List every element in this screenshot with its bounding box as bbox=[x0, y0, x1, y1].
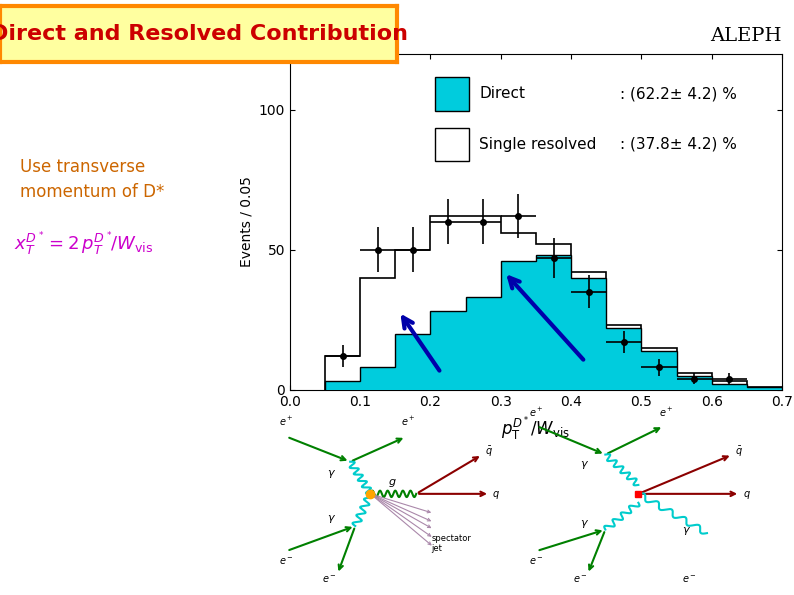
Text: $\gamma$: $\gamma$ bbox=[327, 468, 337, 480]
Text: $e^-$: $e^-$ bbox=[322, 574, 337, 585]
Text: $\bar{q}$: $\bar{q}$ bbox=[485, 444, 492, 459]
X-axis label: $p_{\rm T}^{D^*}/W_{\rm vis}$: $p_{\rm T}^{D^*}/W_{\rm vis}$ bbox=[502, 414, 570, 443]
Text: $x_{T}^{D^*} = 2\,p_{T}^{D^*}\!/ W_{\rm vis}$: $x_{T}^{D^*} = 2\,p_{T}^{D^*}\!/ W_{\rm … bbox=[14, 229, 153, 258]
Text: $\gamma$: $\gamma$ bbox=[580, 518, 589, 530]
Text: $g$: $g$ bbox=[388, 477, 397, 489]
Text: $e^-$: $e^-$ bbox=[572, 574, 588, 585]
Text: $\gamma$: $\gamma$ bbox=[681, 525, 691, 537]
Text: : (37.8± 4.2) %: : (37.8± 4.2) % bbox=[619, 137, 737, 152]
FancyBboxPatch shape bbox=[435, 77, 469, 111]
Y-axis label: Events / 0.05: Events / 0.05 bbox=[239, 176, 253, 267]
Text: $e^-$: $e^-$ bbox=[682, 574, 696, 585]
Text: Direct and Resolved Contribution: Direct and Resolved Contribution bbox=[0, 24, 407, 44]
Text: spectator
jet: spectator jet bbox=[431, 534, 472, 553]
Text: ALEPH: ALEPH bbox=[711, 27, 782, 45]
Text: $\gamma$: $\gamma$ bbox=[580, 459, 589, 471]
Text: $e^+$: $e^+$ bbox=[401, 415, 415, 428]
Text: Single resolved: Single resolved bbox=[480, 137, 597, 152]
Text: Use transverse
momentum of D*: Use transverse momentum of D* bbox=[20, 158, 164, 201]
Text: $\gamma$: $\gamma$ bbox=[327, 513, 337, 525]
Text: $e^+$: $e^+$ bbox=[529, 406, 544, 419]
Text: : (62.2± 4.2) %: : (62.2± 4.2) % bbox=[619, 86, 737, 101]
Text: $\bar{q}$: $\bar{q}$ bbox=[735, 444, 742, 459]
Text: $e^+$: $e^+$ bbox=[279, 415, 294, 428]
FancyBboxPatch shape bbox=[435, 127, 469, 161]
Text: $e^-$: $e^-$ bbox=[529, 556, 544, 567]
Text: $q$: $q$ bbox=[492, 490, 500, 502]
Text: $q$: $q$ bbox=[742, 490, 750, 502]
Text: Direct: Direct bbox=[480, 86, 526, 101]
Text: $e^+$: $e^+$ bbox=[659, 406, 673, 419]
Text: $e^-$: $e^-$ bbox=[279, 556, 294, 567]
